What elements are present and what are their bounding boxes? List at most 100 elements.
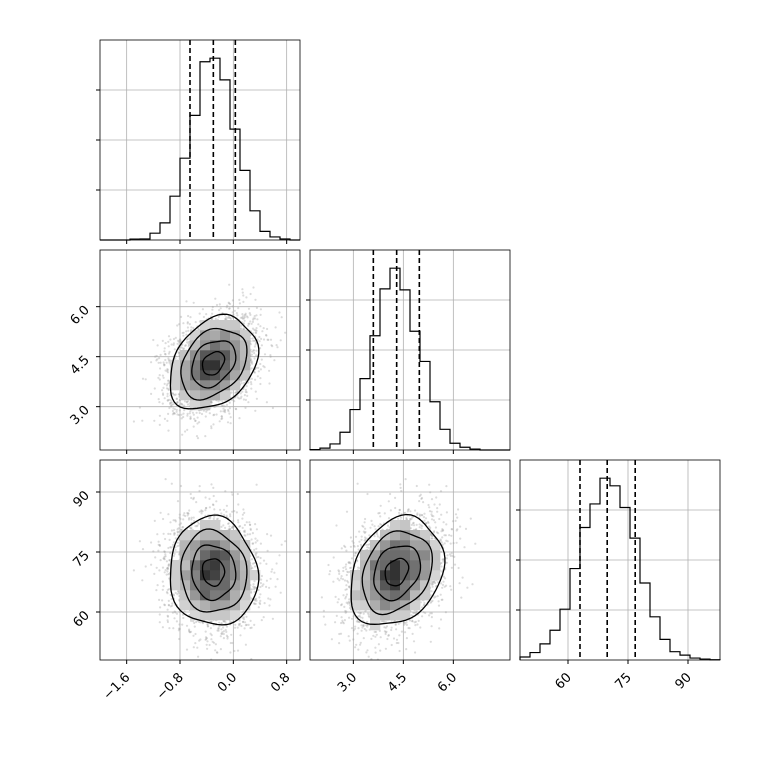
sample-point [197,327,200,330]
sample-point [255,397,258,400]
sample-point [274,585,277,588]
sample-point [159,353,162,356]
sample-point [183,409,186,412]
sample-point [158,374,161,377]
sample-point [211,305,214,309]
sample-point [159,367,162,370]
sample-point [219,635,222,638]
sample-point [141,419,144,422]
sample-point [192,326,195,330]
sample-point [192,634,195,637]
sample-point [220,632,223,635]
sample-point [278,554,281,557]
sample-point [221,404,225,407]
sample-point [249,381,253,384]
sample-point [162,532,165,535]
sample-point [198,485,201,488]
sample-point [236,649,240,652]
sample-point [171,543,175,547]
sample-point [178,341,181,344]
sample-point [239,392,242,395]
sample-point [260,337,263,340]
sample-point [253,623,256,627]
sample-point [262,338,266,341]
sample-point [211,308,214,311]
sample-point [170,343,173,346]
sample-point [176,401,179,404]
sample-point [255,314,258,317]
sample-point [274,326,277,329]
sample-point [168,398,171,401]
sample-point [254,523,257,526]
sample-point [211,312,214,315]
sample-point [186,322,189,325]
sample-point [166,368,169,372]
sample-point [204,636,208,639]
sample-point [167,412,170,415]
sample-point [208,412,211,415]
sample-point [243,523,246,527]
sample-point [179,339,182,342]
sample-point [181,433,184,436]
sample-point [265,334,268,337]
sample-point [163,347,166,350]
sample-point [242,300,245,303]
sample-point [230,491,233,494]
sample-point [275,344,278,347]
sample-point [214,649,217,652]
sample-point [156,584,159,587]
sample-point [173,617,176,620]
sample-point [242,294,245,297]
sample-point [181,623,184,626]
sample-point [243,618,246,621]
sample-point [278,311,281,314]
panel-frame [519,459,721,661]
sample-point [243,381,246,384]
sample-point [273,359,276,362]
sample-point [240,624,243,628]
sample-point [185,300,188,303]
sample-point [172,519,175,522]
sample-point [258,335,261,339]
sample-point [211,640,214,643]
sample-point [242,328,245,331]
sample-point [250,626,253,629]
density-content [100,460,300,660]
sample-point [169,338,172,341]
sample-point [187,345,190,348]
sample-point [231,493,234,496]
sample-point [245,521,248,524]
sample-point [163,382,166,385]
sample-point [253,349,256,352]
sample-point [185,648,189,651]
sample-point [182,331,185,334]
sample-point [214,643,217,646]
sample-point [245,391,248,394]
sample-point [241,390,244,393]
sample-point [224,408,227,412]
sample-point [258,340,261,343]
sample-point [195,435,199,438]
histogram-step [519,477,721,661]
sample-point [185,400,189,403]
sample-point [167,340,170,343]
sample-point [231,305,234,308]
sample-point [271,406,274,410]
sample-point [186,412,189,415]
sample-point [196,437,200,440]
sample-point [171,602,174,605]
sample-point [166,608,169,611]
sample-point [262,365,265,368]
sample-point [164,537,167,541]
sample-point [187,400,190,403]
sample-point [165,361,168,364]
sample-point [169,399,172,402]
sample-point [186,428,189,431]
sample-point [262,327,265,330]
sample-point [225,306,228,309]
sample-point [235,511,238,514]
sample-point [254,331,257,334]
sample-point [259,585,262,589]
sample-point [191,411,194,414]
